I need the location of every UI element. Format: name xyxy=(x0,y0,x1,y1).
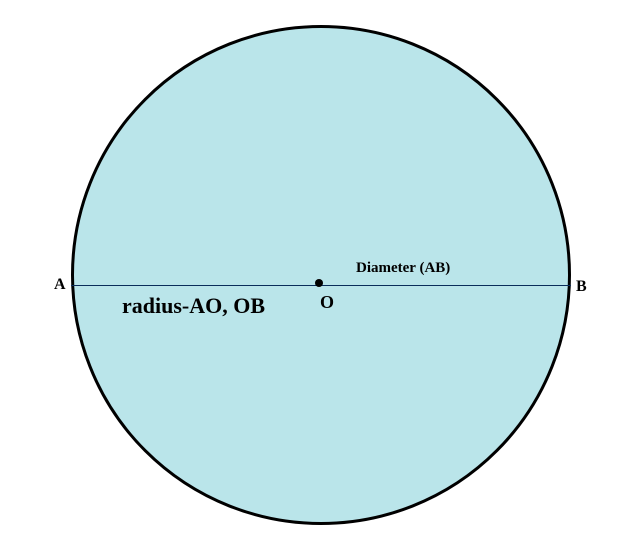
label-diameter: Diameter (AB) xyxy=(356,260,450,277)
label-point-o: O xyxy=(320,292,334,313)
center-point xyxy=(315,279,323,287)
circle-shape xyxy=(71,25,571,525)
label-point-a: A xyxy=(54,276,66,294)
label-radius: radius-AO, OB xyxy=(122,293,265,319)
label-point-b: B xyxy=(576,278,587,296)
